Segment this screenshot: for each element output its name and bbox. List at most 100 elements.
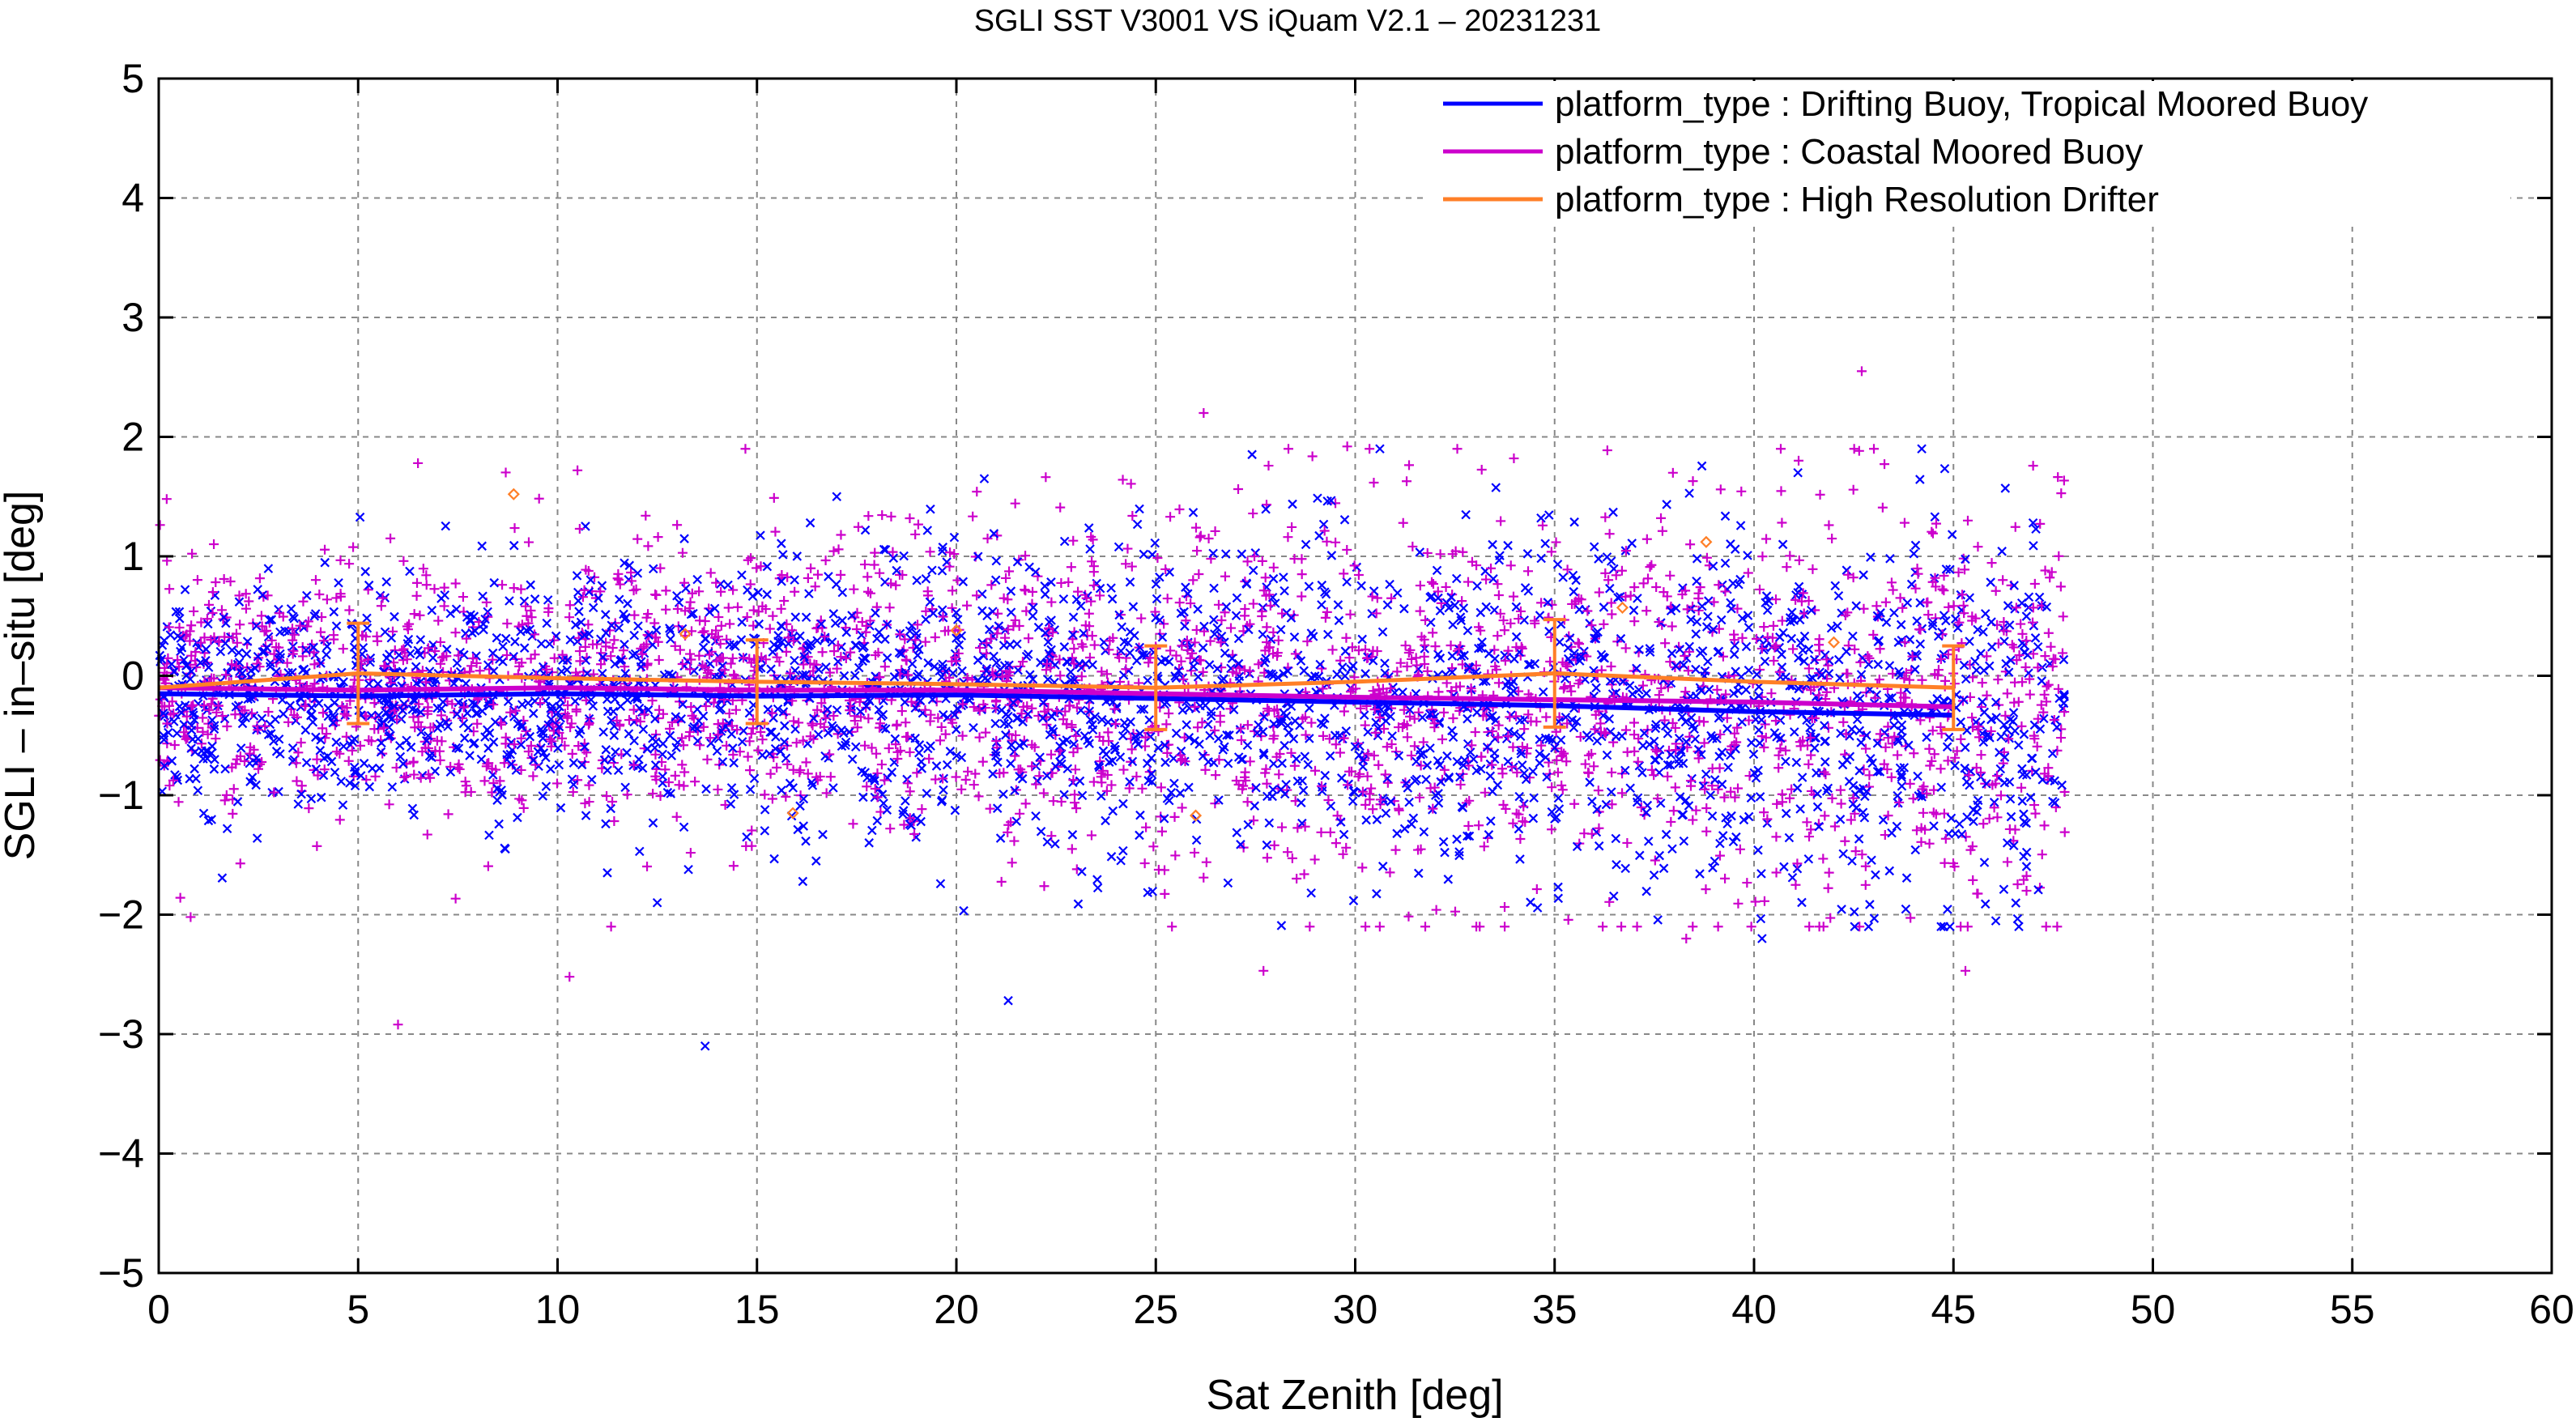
- coastal-buoy-point: [699, 626, 709, 636]
- coastal-buoy-point: [409, 609, 419, 619]
- drifting-buoy-point: [1277, 758, 1287, 768]
- drifting-buoy-point: [1068, 612, 1079, 622]
- coastal-buoy-point: [1877, 502, 1888, 513]
- drifting-buoy-point: [950, 805, 960, 815]
- coastal-buoy-point: [1836, 798, 1846, 809]
- coastal-buoy-point: [977, 756, 988, 767]
- coastal-buoy-point: [1514, 686, 1524, 696]
- coastal-buoy-point: [956, 784, 967, 794]
- coastal-buoy-point: [535, 698, 546, 709]
- drifting-buoy-point: [1171, 728, 1182, 739]
- coastal-buoy-point: [439, 582, 449, 593]
- drifting-buoy-point: [2033, 642, 2043, 652]
- drifting-buoy-point: [1279, 573, 1288, 582]
- coastal-buoy-point: [622, 790, 632, 800]
- coastal-buoy-point: [1897, 602, 1908, 613]
- coastal-buoy-point: [526, 605, 536, 615]
- coastal-buoy-point: [392, 714, 402, 725]
- drifting-buoy-point: [1611, 833, 1621, 844]
- coastal-buoy-point: [1777, 517, 1787, 528]
- drifting-buoy-point: [1515, 731, 1526, 742]
- drifting-buoy-point: [1157, 632, 1168, 642]
- drifting-buoy-point: [1797, 897, 1807, 908]
- coastal-buoy-point: [1284, 444, 1294, 454]
- coastal-buoy-point: [950, 652, 960, 662]
- drifting-buoy-point: [1028, 611, 1038, 621]
- coastal-buoy-point: [1804, 922, 1815, 932]
- coastal-buoy-point: [969, 780, 979, 790]
- drifting-buoy-point: [505, 596, 514, 606]
- coastal-buoy-point: [1978, 819, 1989, 829]
- drifting-buoy-point: [1989, 798, 1999, 807]
- coastal-buoy-point: [1131, 771, 1142, 781]
- drifting-buoy-point: [321, 649, 331, 660]
- coastal-buoy-point: [1277, 822, 1287, 832]
- coastal-buoy-point: [1319, 526, 1330, 536]
- coastal-buoy-point: [1471, 922, 1482, 932]
- drifting-buoy-point: [1348, 796, 1358, 807]
- coastal-buoy-point: [2040, 651, 2050, 662]
- coastal-buoy-point: [1398, 517, 1408, 528]
- drifting-buoy-point: [482, 725, 492, 735]
- coastal-buoy-point: [728, 585, 739, 595]
- coastal-buoy-point: [1322, 536, 1332, 547]
- drifting-buoy-point: [470, 738, 479, 748]
- coastal-buoy-point: [1562, 564, 1573, 575]
- coastal-buoy-point: [499, 758, 509, 768]
- coastal-buoy-point: [1776, 444, 1786, 454]
- drifting-buoy-point: [525, 731, 535, 742]
- coastal-buoy-point: [1411, 653, 1421, 663]
- drifting-buoy-point: [1984, 661, 1995, 671]
- coastal-buoy-point: [1861, 743, 1871, 754]
- drifting-buoy-point: [1991, 713, 2001, 722]
- coastal-buoy-point: [1263, 461, 1274, 471]
- coastal-buoy-point: [488, 778, 499, 789]
- coastal-buoy-point: [337, 700, 347, 711]
- drifting-buoy-point: [1092, 883, 1103, 893]
- coastal-buoy-point: [1899, 673, 1910, 683]
- coastal-buoy-point: [2039, 820, 2050, 831]
- drifting-buoy-point: [1548, 734, 1557, 745]
- drifting-buoy-point: [1761, 598, 1770, 607]
- coastal-buoy-point: [1863, 651, 1873, 662]
- drifting-buoy-point: [1135, 729, 1145, 739]
- drifting-buoy-point: [1250, 801, 1260, 811]
- drifting-buoy-point: [959, 905, 969, 916]
- drifting-buoy-point: [1871, 870, 1880, 880]
- drifting-buoy-point: [296, 789, 306, 799]
- coastal-buoy-point: [1038, 788, 1049, 798]
- drifting-buoy-point: [823, 728, 833, 738]
- drifting-buoy-point: [1244, 624, 1254, 635]
- drifting-buoy-point: [912, 641, 922, 652]
- drifting-buoy-point: [1318, 519, 1329, 530]
- coastal-buoy-point: [1194, 569, 1204, 580]
- drifting-buoy-point: [1123, 637, 1133, 648]
- coastal-buoy-point: [1575, 731, 1586, 742]
- coastal-buoy-point: [865, 615, 875, 626]
- drifting-buoy-point: [1899, 763, 1910, 773]
- coastal-buoy-point: [1916, 837, 1927, 847]
- drifting-buoy-point: [1753, 845, 1763, 855]
- coastal-buoy-point: [548, 726, 559, 736]
- drifting-buoy-point: [632, 568, 643, 578]
- drifting-buoy-point: [1792, 863, 1803, 874]
- drifting-buoy-point: [938, 543, 948, 552]
- drifting-buoy-point: [1342, 577, 1352, 587]
- coastal-buoy-point: [436, 736, 447, 747]
- drifting-buoy-point: [828, 609, 839, 619]
- coastal-buoy-point: [563, 700, 573, 710]
- drifting-buoy-point: [1881, 617, 1892, 628]
- coastal-buoy-point: [1625, 590, 1636, 601]
- drifting-buoy-point: [1454, 850, 1464, 861]
- coastal-buoy-point: [577, 592, 588, 602]
- coastal-buoy-point: [1216, 637, 1226, 648]
- coastal-buoy-point: [1622, 837, 1633, 848]
- drifting-buoy-point: [395, 751, 406, 762]
- coastal-buoy-point: [1316, 781, 1326, 791]
- coastal-buoy-point: [1846, 815, 1856, 825]
- coastal-buoy-point: [1962, 922, 1973, 932]
- coastal-buoy-point: [653, 532, 663, 543]
- coastal-buoy-point: [1974, 722, 1984, 732]
- coastal-buoy-point: [421, 580, 432, 590]
- coastal-buoy-point: [1790, 594, 1801, 605]
